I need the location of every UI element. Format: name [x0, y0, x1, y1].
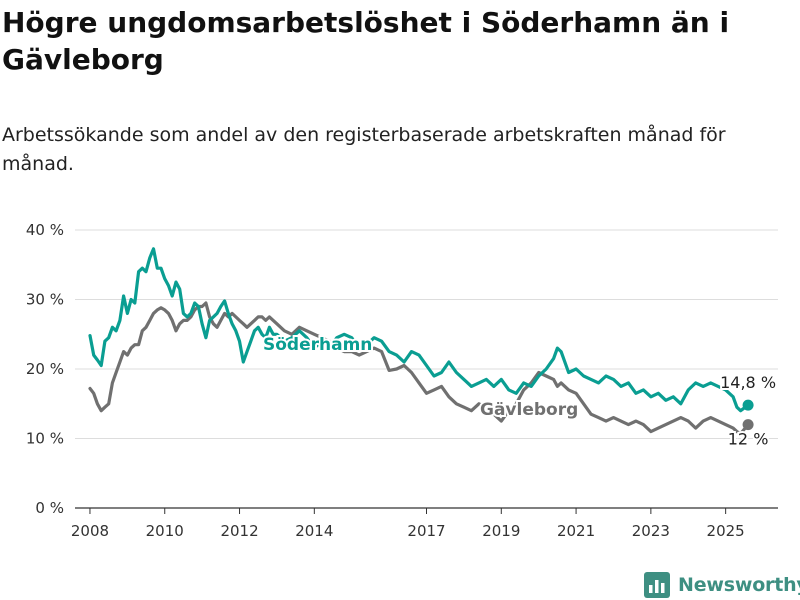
x-tick-label: 2025	[707, 522, 745, 540]
y-tick-label: 10 %	[26, 430, 64, 448]
x-tick-label: 2019	[482, 522, 520, 540]
end-point-soderhamn	[742, 399, 754, 411]
brand-name: Newsworthy	[678, 574, 800, 596]
end-value-label: 12 %	[728, 430, 769, 449]
x-tick-label: 2023	[632, 522, 670, 540]
y-tick-label: 20 %	[26, 360, 64, 378]
series-label-gavleborg: Gävleborg	[480, 400, 578, 420]
series-label-soderhamn: Söderhamn	[263, 335, 372, 355]
chart-title: Högre ungdomsarbetslöshet i Söderhamn än…	[2, 6, 730, 76]
x-tick-label: 2017	[407, 522, 445, 540]
y-tick-label: 30 %	[26, 291, 64, 309]
series-line-gavleborg	[88, 301, 750, 436]
y-tick-label: 40 %	[26, 221, 64, 239]
chart-subtitle: Arbetssökande som andel av den registerb…	[2, 124, 726, 175]
y-tick-label: 0 %	[35, 499, 64, 517]
x-tick-label: 2012	[220, 522, 258, 540]
end-point-gavleborg	[742, 419, 754, 431]
bar-chart-icon	[644, 572, 670, 598]
x-tick-label: 2014	[295, 522, 333, 540]
series-line-soderhamn	[88, 247, 750, 413]
newsworthy-logo: Newsworthy	[644, 571, 800, 599]
end-value-label: 14,8 %	[720, 373, 776, 392]
x-tick-label: 2010	[146, 522, 184, 540]
x-tick-label: 2008	[71, 522, 109, 540]
x-tick-label: 2021	[557, 522, 595, 540]
